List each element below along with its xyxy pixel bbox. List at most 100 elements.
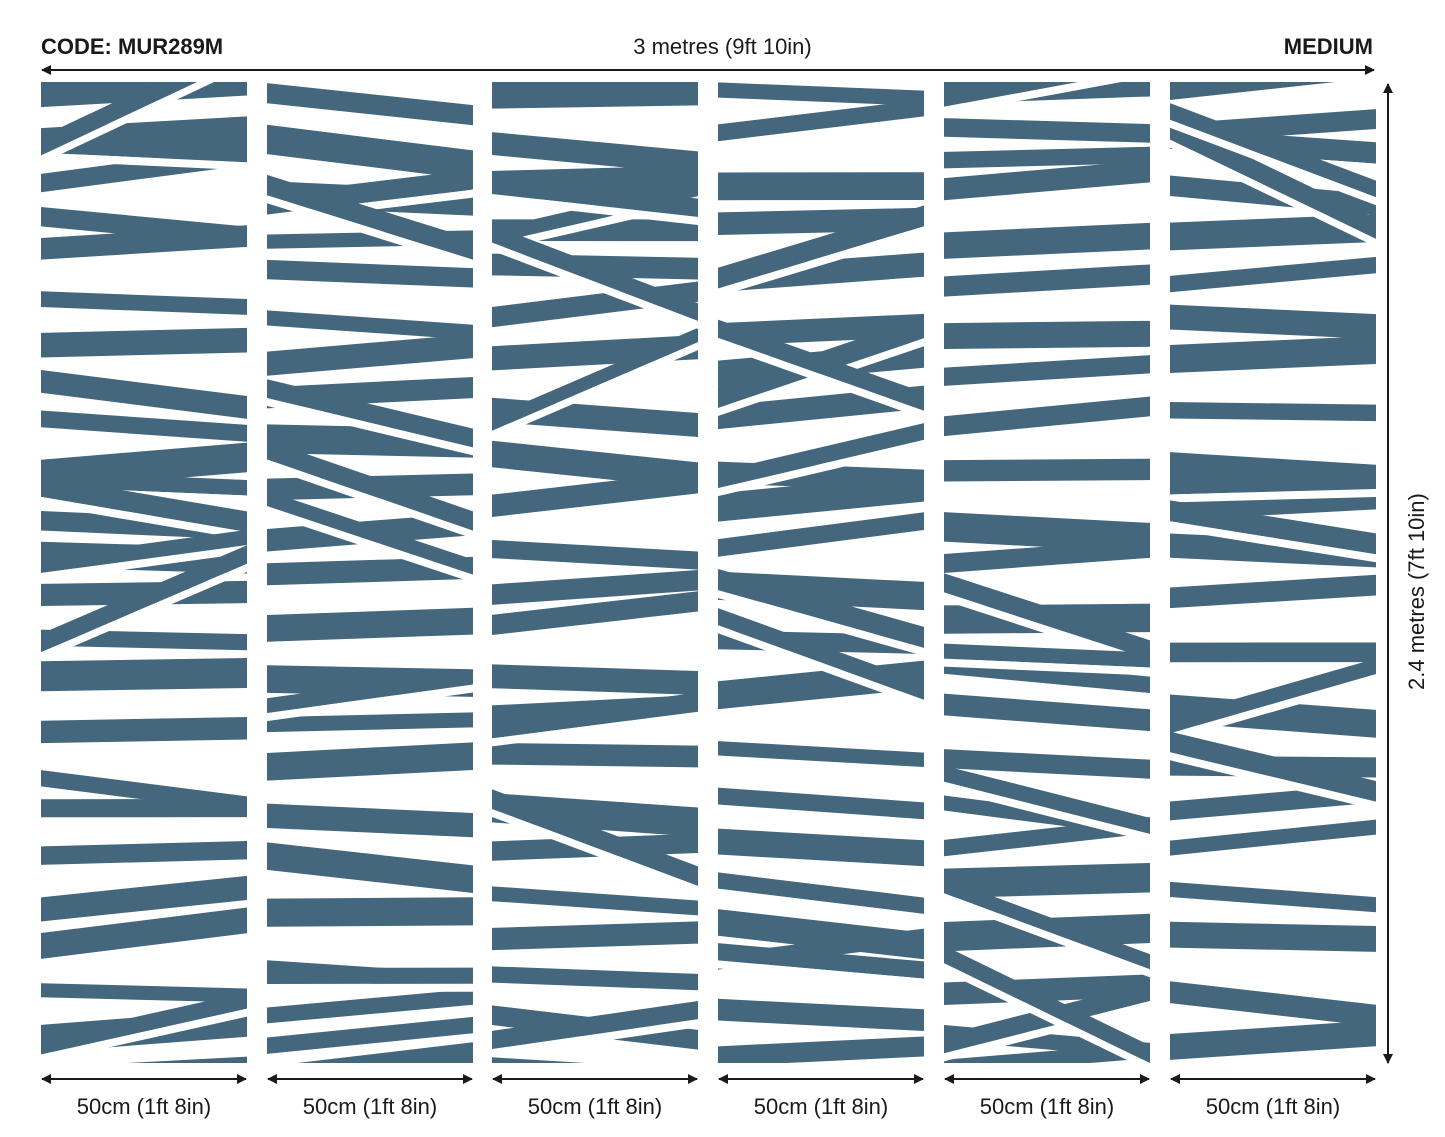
stripe [127, 1056, 247, 1063]
stripe [944, 160, 1150, 201]
stripe [1170, 658, 1376, 734]
stripe-pattern [944, 82, 1150, 1063]
stripe [944, 264, 1150, 297]
stripe [267, 669, 473, 714]
stripe [944, 693, 1150, 732]
stripe-pattern [41, 82, 247, 1063]
stripe [267, 1016, 473, 1054]
stripe [718, 741, 924, 768]
stripe-gap [492, 194, 698, 225]
stripe-gap [944, 1000, 1150, 1062]
stripe [718, 828, 924, 867]
stripe [41, 370, 247, 419]
stripe [944, 573, 1150, 660]
stripe [41, 132, 247, 163]
stripe-gap [267, 983, 473, 993]
stripe-gap [41, 545, 247, 582]
stripe [492, 921, 698, 951]
stripe [492, 132, 698, 175]
stripe [718, 82, 924, 106]
stripe [944, 538, 1150, 573]
stripe [1170, 819, 1376, 856]
stripe [492, 175, 698, 217]
stripe [41, 717, 247, 744]
stripe [718, 473, 924, 522]
stripe [944, 320, 1150, 349]
stripe [492, 224, 698, 322]
stripe [718, 787, 924, 820]
stripe [267, 83, 473, 126]
stripe [267, 310, 473, 340]
stripe [944, 82, 1079, 107]
stripe [1170, 256, 1376, 293]
stripe [41, 291, 247, 315]
stripe-gap [41, 152, 247, 171]
stripe [492, 591, 698, 636]
stripe-pattern [718, 82, 924, 1063]
stripe [267, 967, 473, 985]
stripe [41, 799, 247, 818]
stripe-gap [267, 195, 473, 268]
stripe [492, 664, 698, 695]
stripe-gap [718, 625, 924, 708]
stripe [41, 983, 247, 1003]
stripe [41, 992, 247, 1055]
stripe-gap [41, 563, 247, 661]
stripe [944, 878, 1150, 970]
stripe-gap [718, 226, 924, 297]
stripe [718, 99, 924, 142]
stripe-pattern [267, 83, 473, 1063]
stripe [1170, 402, 1376, 422]
panel-width-label: 50cm (1ft 8in) [302, 1094, 438, 1119]
stripe [41, 875, 247, 922]
stripe [267, 842, 473, 893]
stripe-gap [267, 459, 473, 539]
stripe [1170, 119, 1376, 239]
stripe [267, 124, 473, 180]
stripe [944, 1042, 1150, 1063]
stripe-gap [492, 1019, 698, 1058]
stripe-gap [944, 893, 1150, 978]
stripe [492, 539, 698, 570]
stripe [492, 692, 698, 739]
stripe [944, 146, 1150, 169]
stripe [267, 803, 473, 838]
stripe [944, 945, 1150, 1063]
mural-panel-3 [492, 82, 698, 1063]
panel-width-label: 50cm (1ft 8in) [753, 1094, 889, 1119]
stripe [267, 440, 473, 531]
stripe-gap [267, 506, 473, 583]
mural-panel-2 [267, 82, 473, 1063]
stripe [41, 410, 247, 442]
stripe [267, 174, 473, 260]
stripe-gap [492, 808, 698, 894]
stripe [41, 471, 247, 496]
stripe [267, 333, 473, 376]
stripe [297, 1042, 473, 1063]
stripe-gap [944, 592, 1150, 668]
stripe [718, 872, 924, 914]
stripe [718, 943, 924, 979]
stripe [492, 440, 698, 489]
stripe-gap [492, 242, 698, 330]
stripe [718, 172, 924, 201]
stripe-gap [718, 337, 924, 419]
stripe [944, 458, 1150, 482]
stripe-gap [267, 684, 473, 722]
stripe-gap [1170, 674, 1376, 742]
mural-panel-1 [41, 82, 247, 1063]
stripe [1170, 642, 1376, 663]
stripe [1170, 921, 1376, 952]
size-label: MEDIUM [1283, 34, 1373, 59]
total-width-label: 3 metres (9ft 10in) [633, 34, 812, 59]
stripe-gap [1170, 752, 1376, 810]
stripe [492, 742, 698, 768]
stripe [718, 1036, 924, 1063]
stripe [944, 118, 1150, 143]
mural-panel-4 [718, 82, 924, 1063]
stripe [267, 259, 473, 288]
stripe-gap [1170, 119, 1376, 206]
stripe-gap [1170, 139, 1376, 247]
panel-width-label: 50cm (1ft 8in) [527, 1094, 663, 1119]
